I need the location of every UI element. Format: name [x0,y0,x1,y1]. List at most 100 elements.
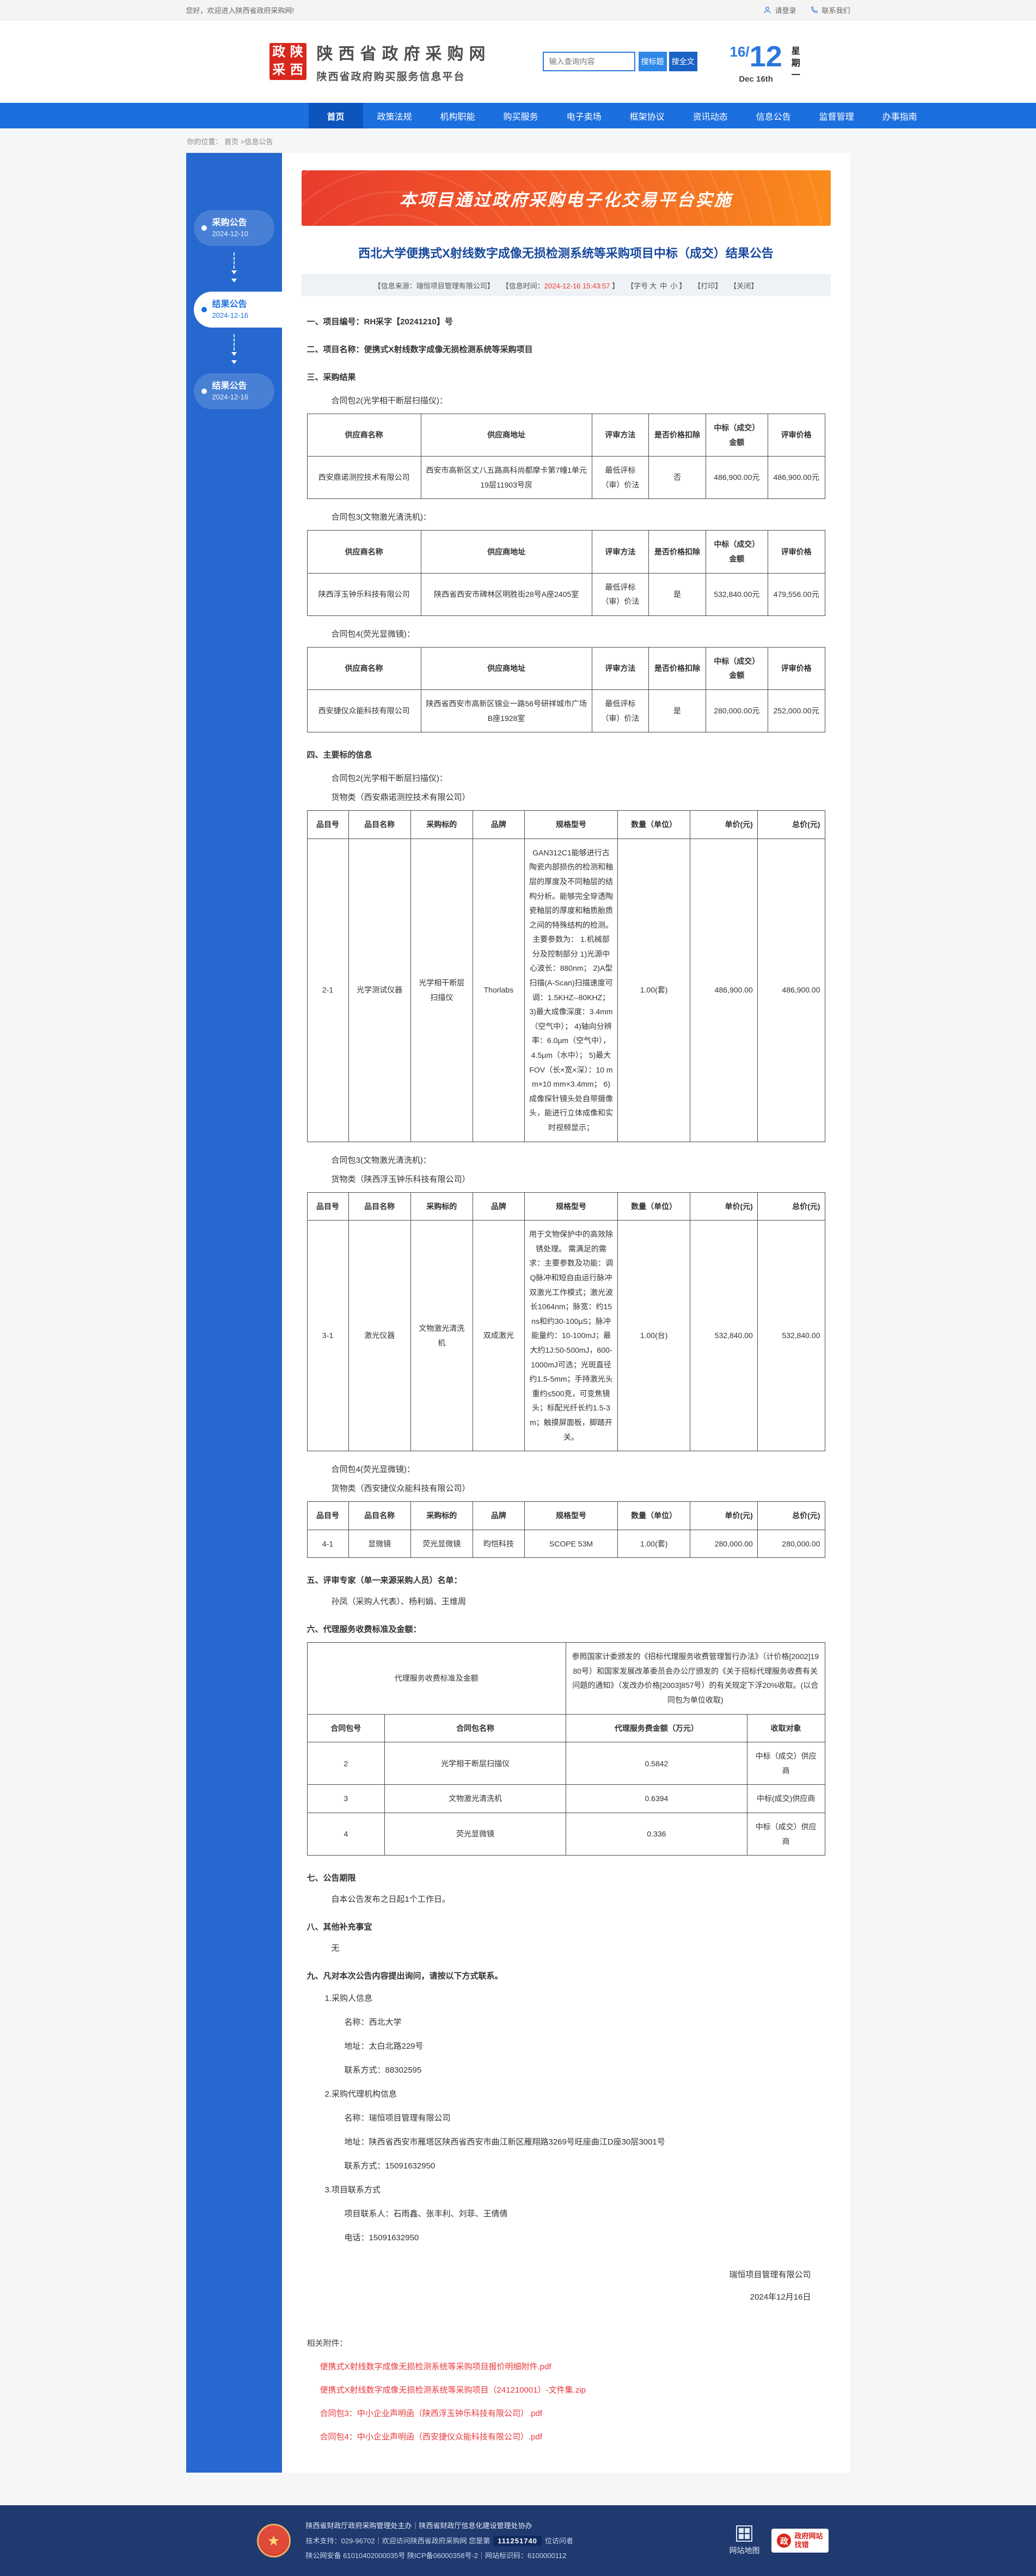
info-time-prefix: 【信息时间： [501,281,544,290]
sidebar-item-3[interactable]: 结果公告 2024-12-16 [193,373,274,409]
search-input[interactable] [542,52,635,71]
footer-support-line: 技术支持：029-96702｜欢迎访问陕西省政府采购网 您是第 111251740… [306,2534,714,2548]
attachment-link-1[interactable]: 便携式X射线数字成像无损检测系统等采购项目报价明细附件.pdf [320,2362,551,2372]
bullet-icon [201,307,207,312]
table-cell: 荧光显微镜 [410,1529,473,1558]
table-row: 2-1 光学测试仪器 光学相干断层扫描仪 Thorlabs GAN312C1能够进行古陶… [306,838,825,1142]
contact-line-10: 项目联系人：石雨鑫、张丰利、刘菲、王倩倩 [344,2209,508,2219]
sidebar-item-date: 2024-12-10 [212,230,249,238]
table-cell: 是 [648,572,706,616]
search-bar: 搜标题 搜全文 [542,52,697,71]
nav-item-资讯动态[interactable]: 资讯动态 [692,112,728,122]
column-header: 是否价格扣除 [648,530,706,574]
visitor-count-badge: 111251740 [493,2535,542,2546]
attachment-link-4[interactable]: 合同包4：中小企业声明函（西安捷仪众能科技有限公司）.pdf [320,2432,542,2442]
top-bar: 您好，欢迎进入陕西省政府采购网! 请登录 联系我们 [0,0,1036,20]
data-table: 供应商名称 供应商地址 评审方法 是否价格扣除 中标（成交）金额 评审价格 陕西浮玉钟乐科技… [306,530,825,616]
table-header-row: 供应商名称 供应商地址 评审方法 是否价格扣除 中标（成交）金额 评审价格 [306,530,825,574]
section-6-heading: 六、代理服务收费标准及金额： [306,1625,421,1635]
table-header-row: 品目号 品目名称 采购标的 品牌 规格型号 数量（单位） 单价(元) 总价(元) [306,1192,825,1221]
sidebar: 采购公告 2024-12-10 结果公告 2024-12-16 结果公告 2024-12-… [186,153,282,2473]
login-link[interactable]: 请登录 [763,5,796,15]
search-fulltext-button[interactable]: 搜全文 [669,52,697,71]
footer-support-prefix: 技术支持：029-96702｜欢迎访问陕西省政府采购网 您是第 [305,2536,491,2545]
bid-tables: 合同包2(光学相干断层扫描仪)： 货物类（西安鼎诺测控技术有限公司） 品目号 品目名称… [306,772,825,1558]
nav-item-首页[interactable]: 首页 [308,103,363,128]
table-cell: 2 [306,1742,385,1785]
section-2-heading: 二、项目名称：便携式X射线数字成像无损检测系统等采购项目 [306,345,533,354]
column-header: 品目名称 [348,1192,411,1221]
print-button[interactable]: 【打印】 [694,281,722,290]
table-cell: 479,556.00元 [767,572,825,616]
data-table: 供应商名称 供应商地址 评审方法 是否价格扣除 中标（成交）金额 评审价格 西安捷仪众能科技… [306,646,825,733]
nav-item-机构职能[interactable]: 机构职能 [440,112,475,122]
seal-char: 采 [272,62,286,77]
sidebar-item-text: 结果公告 2024-12-16 [212,299,249,321]
table-cell: 0.336 [565,1813,747,1856]
table-cell: 光学相干断层扫描仪 [384,1742,566,1785]
column-header: 中标（成交）金额 [705,646,768,690]
column-header: 是否价格扣除 [648,413,706,457]
column-header: 代理服务费金额（万元） [565,1714,747,1743]
nav-item-信息公告[interactable]: 信息公告 [756,112,791,122]
bullet-icon [201,225,207,231]
contact-label: 联系我们 [822,6,850,15]
column-header: 单价(元) [690,1501,758,1530]
table-cell: 0.6394 [565,1784,747,1814]
section-7-heading: 七、公告期限 [306,1874,356,1883]
column-header: 品目号 [306,810,349,839]
sidebar-item-1[interactable]: 采购公告 2024-12-10 [193,210,274,246]
table-cell: GAN312C1能够进行古陶瓷内部损伤的检测和釉层的厚度及不同釉层的结构分析。能… [524,838,618,1142]
section-3-heading: 三、采购结果 [306,373,356,382]
gov-error-text-line2: 找错 [794,2541,809,2549]
expert-list: 孙凤（采购人代表）、杨利娟、王维周 [331,1597,467,1607]
table-cell: 486,900.00 [757,838,825,1142]
close-button[interactable]: 【关闭】 [730,281,758,290]
table-cell: 最低评标（审）价法 [591,456,649,500]
result-tables: 合同包2(光学相干断层扫描仪)： 供应商名称 供应商地址 评审方法 是否价格扣除 中标（成… [306,395,825,733]
font-size-suffix: 】 [679,281,686,290]
search-title-button[interactable]: 搜标题 [638,52,667,71]
table-cell: 西安鼎诺测控技术有限公司 [306,456,421,500]
column-header: 收取对象 [746,1714,825,1743]
nav-item-监督管理[interactable]: 监督管理 [819,112,854,122]
attachment-link-2[interactable]: 便携式X射线数字成像无损检测系统等采购项目（241210001）-文件集.zip [320,2386,586,2395]
breadcrumb-current-link[interactable]: 信息公告 [244,138,273,146]
table-cell: 激光仪器 [348,1220,411,1452]
font-size-option-大[interactable]: 大 [649,281,657,290]
column-header: 采购标的 [410,810,473,839]
data-table: 品目号 品目名称 采购标的 品牌 规格型号 数量（单位） 单价(元) 总价(元) 4-1 显微镜荧… [306,1501,825,1558]
table-header-row: 供应商名称 供应商地址 评审方法 是否价格扣除 中标（成交）金额 评审价格 [306,413,825,457]
table-cell: 1.00(套) [617,1529,691,1558]
column-header: 是否价格扣除 [648,646,706,690]
nav-item-电子卖场[interactable]: 电子卖场 [566,112,602,122]
table-cell: 西安市高新区丈八五路高科尚都摩卡第7幢1单元19层11903号房 [420,456,592,500]
contact-line-9: 3.项目联系方式 [324,2185,381,2195]
contact-link[interactable]: 联系我们 [810,5,850,15]
nav-item-办事指南[interactable]: 办事指南 [882,112,917,122]
table-cell: 西安捷仪众能科技有限公司 [306,689,421,733]
welcome-text: 您好，欢迎进入陕西省政府采购网! [186,6,295,15]
nav-item-政策法规[interactable]: 政策法规 [377,112,412,122]
site-logo[interactable]: 政陕采西 陕西省政府采购网 陕西省政府购买服务信息平台 [267,40,491,83]
column-header: 供应商地址 [420,530,592,574]
data-table: 品目号 品目名称 采购标的 品牌 规格型号 数量（单位） 单价(元) 总价(元) 3-1 激光仪器… [306,1192,825,1452]
gov-site-error-report-badge[interactable]: 政 政府网站 找错 [771,2528,829,2553]
breadcrumb: 你的位置： 首页 >信息公告 [186,128,850,153]
attachment-link-3[interactable]: 合同包3：中小企业声明函（陕西浮玉钟乐科技有限公司）.pdf [320,2409,542,2419]
nav-item-框架协议[interactable]: 框架协议 [629,112,665,122]
arrow-down-icon [231,279,237,285]
sitemap-link[interactable]: 网站地图 [729,2525,759,2556]
table-cell: 1.00(台) [617,1220,691,1452]
font-size-option-小[interactable]: 小 [670,281,678,290]
sidebar-item-2[interactable]: 结果公告 2024-12-16 [193,292,282,328]
table-cell: 0.5842 [565,1742,747,1785]
table-cell: 显微镜 [348,1529,411,1558]
column-header: 供应商地址 [420,646,592,690]
font-size-option-中[interactable]: 中 [660,281,667,290]
breadcrumb-home-link[interactable]: 首页 [224,138,239,146]
bullet-icon [201,389,207,394]
nav-item-购买服务[interactable]: 购买服务 [503,112,538,122]
column-header: 采购标的 [410,1501,473,1530]
table-row: 西安捷仪众能科技有限公司 陕西省西安市高新区锦业一路56号研祥城市广场B座1928… [306,689,825,733]
